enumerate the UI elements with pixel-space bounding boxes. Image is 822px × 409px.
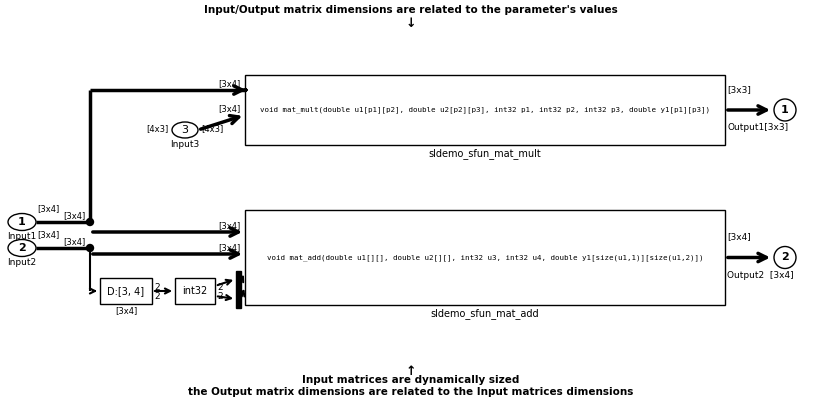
Bar (100, 278, 152, 304)
Circle shape (86, 245, 94, 252)
Circle shape (774, 247, 796, 268)
Text: 2: 2 (781, 252, 789, 263)
Bar (175, 278, 215, 304)
Text: D:[3, 4]: D:[3, 4] (108, 286, 145, 296)
Text: [3x4]: [3x4] (218, 79, 240, 88)
Text: [3x4]: [3x4] (37, 230, 59, 239)
Text: ↓: ↓ (406, 17, 416, 30)
Text: sldemo_sfun_mat_mult: sldemo_sfun_mat_mult (428, 148, 542, 159)
Ellipse shape (8, 213, 36, 231)
Text: [3x4]: [3x4] (62, 237, 85, 246)
Ellipse shape (8, 240, 36, 256)
Text: [3x4]: [3x4] (37, 204, 59, 213)
Text: 1: 1 (781, 105, 789, 115)
Text: sldemo_sfun_mat_add: sldemo_sfun_mat_add (431, 308, 539, 319)
Text: [3x4]: [3x4] (218, 104, 240, 113)
Text: Input3: Input3 (170, 140, 200, 149)
Text: int32: int32 (182, 286, 208, 296)
Text: [3x4]: [3x4] (218, 243, 240, 252)
Text: Input1: Input1 (7, 232, 37, 241)
Text: void mat_add(double u1[][], double u2[][], int32 u3, int32 u4, double y1[size(u1: void mat_add(double u1[][], double u2[][… (267, 254, 704, 261)
Text: Input matrices are dynamically sized: Input matrices are dynamically sized (302, 375, 520, 385)
Text: [3x4]: [3x4] (727, 232, 750, 241)
Bar (245, 75, 725, 145)
Text: 2: 2 (154, 292, 159, 301)
Text: 3: 3 (182, 125, 188, 135)
Text: the Output matrix dimensions are related to the Input matrices dimensions: the Output matrix dimensions are related… (188, 387, 634, 397)
Text: Output2  [3x4]: Output2 [3x4] (727, 270, 793, 279)
Bar (245, 210, 725, 305)
Text: 2: 2 (217, 292, 223, 301)
Text: ↑: ↑ (406, 365, 416, 378)
Text: [3x4]: [3x4] (218, 221, 240, 230)
Text: [3x4]: [3x4] (62, 211, 85, 220)
Text: [4x3]: [4x3] (145, 124, 168, 133)
Text: Input/Output matrix dimensions are related to the parameter's values: Input/Output matrix dimensions are relat… (204, 5, 618, 15)
Text: [3x4]: [3x4] (115, 306, 137, 315)
Text: [3x3]: [3x3] (727, 85, 750, 94)
Bar (236, 271, 241, 308)
Text: [4x3]: [4x3] (201, 124, 224, 133)
Text: 1: 1 (18, 217, 25, 227)
Ellipse shape (172, 122, 198, 138)
Text: 2: 2 (217, 283, 223, 292)
Circle shape (86, 218, 94, 225)
Text: Output1[3x3]: Output1[3x3] (727, 123, 788, 132)
Text: Input2: Input2 (7, 258, 36, 267)
Circle shape (774, 99, 796, 121)
Text: 2: 2 (18, 243, 25, 253)
Text: 2: 2 (154, 283, 159, 292)
Text: void mat_mult(double u1[p1][p2], double u2[p2][p3], int32 p1, int32 p2, int32 p3: void mat_mult(double u1[p1][p2], double … (260, 107, 710, 113)
